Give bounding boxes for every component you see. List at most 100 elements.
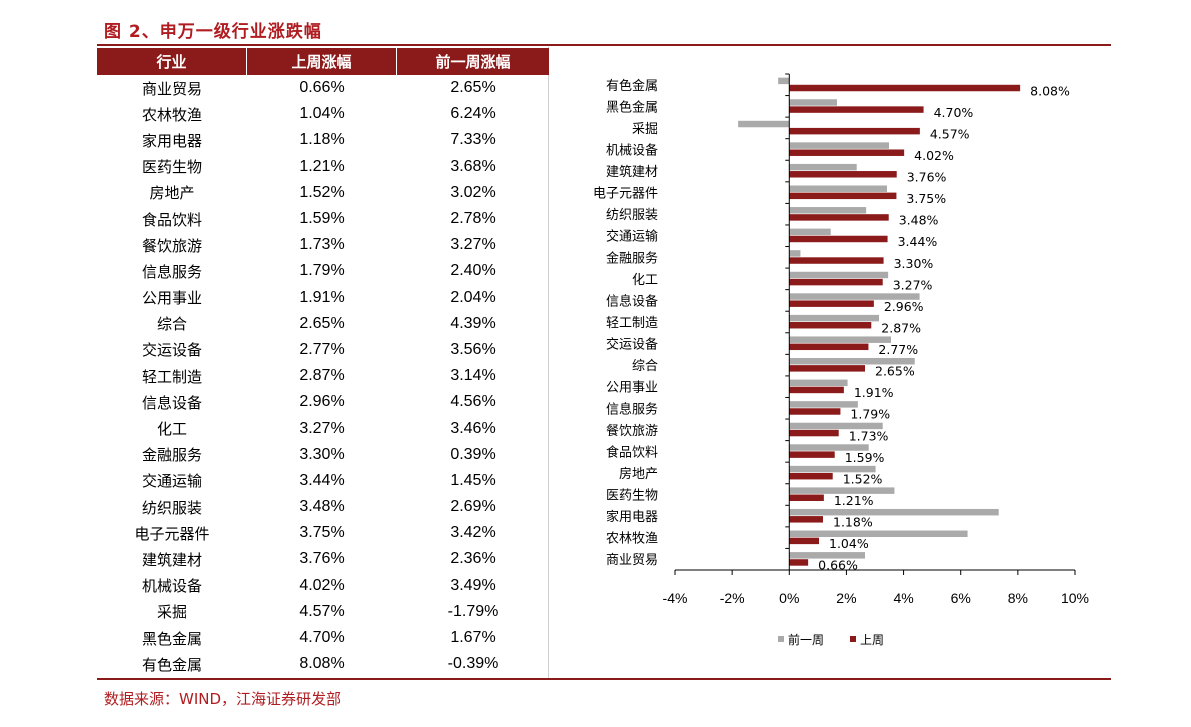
row-industry: 电子元器件: [134, 524, 210, 543]
row-industry: 家用电器: [141, 131, 202, 150]
row-last-week: 1.73%: [299, 236, 345, 254]
row-prev-week: 2.69%: [450, 498, 496, 516]
row-last-week: 1.52%: [299, 183, 345, 201]
row-last-week: 1.91%: [299, 288, 345, 306]
row-industry: 交通运输: [141, 472, 202, 491]
bar-last-week: [789, 149, 905, 156]
table-row: 信息设备 2.96% 4.56%: [97, 389, 549, 415]
legend-label-prev-week: 前一周: [788, 632, 824, 647]
category-label: 家用电器: [606, 509, 658, 525]
bar-last-week: [789, 559, 809, 566]
bar-last-week: [789, 84, 1021, 92]
row-prev-week: 2.78%: [450, 210, 496, 228]
table-row: 机械设备 4.02% 3.49%: [97, 573, 549, 599]
bar-last-week: [789, 106, 924, 113]
row-industry: 医药生物: [141, 158, 202, 177]
bar-prev-week: [789, 552, 865, 559]
header-last-week: 上周涨幅: [247, 48, 397, 75]
category-label: 食品饮料: [606, 444, 658, 460]
bar-last-week: [789, 322, 872, 329]
row-industry: 农林牧渔: [141, 105, 202, 124]
row-last-week: 3.27%: [299, 419, 345, 437]
bar-last-week: [789, 214, 889, 221]
row-prev-week: 2.40%: [450, 262, 496, 280]
row-last-week: 3.48%: [299, 498, 345, 516]
bar-prev-week: [778, 77, 790, 85]
bar-prev-week: [789, 271, 889, 279]
data-label: 3.27%: [893, 277, 933, 292]
category-label: 综合: [632, 359, 658, 374]
row-prev-week: 3.46%: [450, 419, 496, 437]
row-industry: 交运设备: [141, 341, 202, 360]
table-row: 建筑建材 3.76% 2.36%: [97, 546, 549, 572]
data-label: 1.59%: [845, 450, 885, 465]
row-industry: 商业贸易: [141, 79, 202, 98]
row-prev-week: -0.39%: [447, 655, 499, 673]
bar-prev-week: [789, 336, 891, 343]
bar-prev-week: [789, 207, 867, 214]
table-row: 餐饮旅游 1.73% 3.27%: [97, 232, 549, 258]
row-last-week: 2.65%: [299, 314, 345, 332]
bar-prev-week: [789, 379, 848, 387]
bar-chart-svg: 有色金属 8.08% 黑色金属 4.70% 采掘 4.57% 机械设备 4.02% 建筑建材 3.…: [593, 73, 1089, 647]
row-last-week: 4.02%: [299, 576, 345, 594]
row-last-week: 0.66%: [299, 79, 345, 97]
row-last-week: 4.70%: [299, 629, 345, 647]
bar-prev-week: [789, 487, 895, 494]
row-prev-week: 7.33%: [450, 131, 496, 149]
data-label: 3.76%: [907, 170, 947, 185]
data-label: 2.77%: [878, 342, 918, 357]
data-label: 2.65%: [875, 364, 915, 379]
row-last-week: 1.59%: [299, 210, 345, 228]
row-prev-week: 4.39%: [450, 314, 496, 332]
table-row: 金融服务 3.30% 0.39%: [97, 442, 549, 468]
category-label: 商业贸易: [606, 553, 658, 568]
row-last-week: 1.21%: [299, 157, 345, 175]
category-label: 建筑建材: [606, 164, 658, 180]
row-prev-week: 1.45%: [450, 471, 496, 489]
category-label: 房地产: [619, 466, 658, 482]
row-industry: 餐饮旅游: [141, 236, 202, 255]
data-label: 1.04%: [829, 536, 869, 551]
data-label: 1.18%: [833, 515, 873, 530]
bar-prev-week: [789, 444, 869, 451]
bar-prev-week: [789, 465, 876, 473]
row-prev-week: 2.65%: [450, 79, 496, 97]
row-industry: 信息设备: [141, 393, 202, 412]
x-tick-label: 4%: [893, 590, 913, 606]
data-label: 3.75%: [906, 191, 946, 206]
table-header: 行业 上周涨幅 前一周涨幅: [97, 48, 549, 75]
table-row: 有色金属 8.08% -0.39%: [97, 651, 549, 677]
data-label: 3.48%: [899, 213, 939, 228]
bar-prev-week: [789, 293, 920, 300]
row-prev-week: 1.67%: [450, 629, 496, 647]
bar-prev-week: [789, 228, 831, 236]
data-label: 3.44%: [898, 234, 938, 249]
bar-prev-week: [789, 358, 915, 365]
category-label: 医药生物: [606, 489, 658, 504]
data-label: 1.52%: [843, 471, 883, 486]
header-prev-week: 前一周涨幅: [397, 48, 549, 75]
category-label: 黑色金属: [606, 99, 658, 115]
x-tick-label: 0%: [779, 590, 799, 606]
category-label: 餐饮旅游: [606, 423, 658, 439]
legend-swatch-last-week: [850, 636, 856, 642]
table-row: 信息服务 1.79% 2.40%: [97, 258, 549, 284]
table-row: 交通运输 3.44% 1.45%: [97, 468, 549, 494]
bar-prev-week: [789, 530, 968, 538]
row-industry: 食品饮料: [141, 210, 202, 229]
bar-last-week: [789, 494, 824, 501]
x-tick-label: -2%: [720, 590, 745, 606]
row-industry: 金融服务: [141, 446, 202, 465]
row-last-week: 2.87%: [299, 367, 345, 385]
bar-last-week: [789, 127, 920, 135]
row-last-week: 3.75%: [299, 524, 345, 542]
row-industry: 化工: [156, 420, 187, 439]
row-last-week: 1.79%: [299, 262, 345, 280]
table-row: 交运设备 2.77% 3.56%: [97, 337, 549, 363]
category-label: 公用事业: [606, 381, 658, 396]
row-industry: 采掘: [156, 603, 187, 622]
data-label: 1.73%: [849, 428, 889, 443]
category-label: 交运设备: [606, 337, 658, 353]
table-row: 化工 3.27% 3.46%: [97, 415, 549, 441]
